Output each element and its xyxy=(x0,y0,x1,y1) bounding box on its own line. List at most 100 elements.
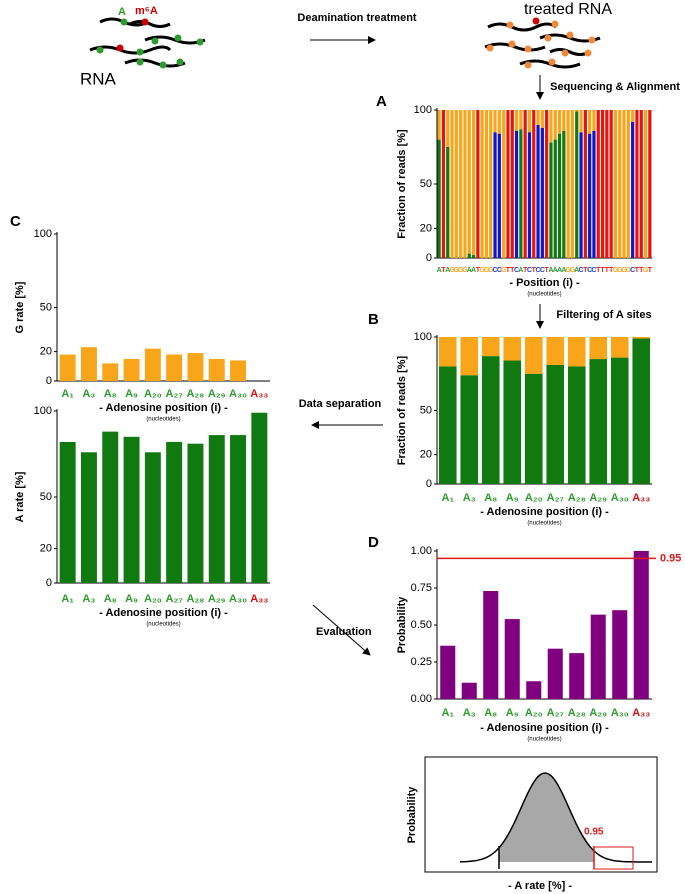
bar-segment xyxy=(489,110,493,258)
x-tick-label: A₂₈ xyxy=(568,707,586,719)
x-tick-label: A₂₀ xyxy=(525,707,543,719)
x-tick-label: G xyxy=(454,267,460,274)
x-tick-label: A₈ xyxy=(104,388,117,400)
x-tick-label: G xyxy=(621,267,627,274)
bar-segment xyxy=(570,110,575,258)
density-threshold-label: 0.95 xyxy=(584,827,604,838)
x-tick-label: A xyxy=(518,267,523,274)
x-tick-label: G xyxy=(617,267,623,274)
bar-segment xyxy=(622,110,626,258)
bar-segment xyxy=(503,337,522,361)
x-axis-note: (nucleotides) xyxy=(527,521,561,527)
bar-segment xyxy=(536,110,540,125)
x-tick-label: A₈ xyxy=(484,707,497,719)
x-tick-label: C xyxy=(630,267,635,274)
y-tick-label: 0 xyxy=(426,478,432,490)
bar-segment xyxy=(605,110,609,258)
x-tick-label: A₂₇ xyxy=(166,388,183,400)
x-tick-label: G xyxy=(488,267,494,274)
bar-segment xyxy=(562,130,566,258)
rna-strands xyxy=(89,17,206,68)
bar-segment xyxy=(437,110,441,140)
y-tick-label: 50 xyxy=(40,491,52,503)
bar-segment xyxy=(460,337,479,376)
bar-segment xyxy=(481,356,500,484)
bar xyxy=(144,348,161,381)
bar-segment xyxy=(618,110,622,258)
bar-segment xyxy=(480,110,484,258)
x-tick-label: A xyxy=(445,267,450,274)
x-tick-label: A₉ xyxy=(506,492,519,504)
x-axis-note: (nucleotides) xyxy=(527,737,561,743)
bar-segment xyxy=(519,110,523,130)
bar xyxy=(633,551,649,699)
x-axis-label: - Position (i) - xyxy=(509,277,580,289)
bar-segment xyxy=(557,133,562,258)
bar-segment xyxy=(562,110,566,131)
x-tick-label: C xyxy=(493,267,498,274)
arrow xyxy=(312,604,371,656)
bar xyxy=(461,682,477,699)
bar-segment xyxy=(438,337,457,367)
x-tick-label: T xyxy=(639,267,644,274)
bar-segment xyxy=(553,139,557,258)
bar xyxy=(526,681,542,699)
x-tick-label: G xyxy=(501,267,507,274)
x-tick-label: A₂₀ xyxy=(144,593,162,605)
bar-segment xyxy=(575,110,579,112)
x-tick-label: A₃₀ xyxy=(611,492,629,504)
bar-segment xyxy=(567,337,586,367)
bar-segment xyxy=(546,337,565,365)
x-tick-label: T xyxy=(476,267,481,274)
x-tick-label: A xyxy=(561,267,566,274)
bar-segment xyxy=(553,110,557,140)
x-tick-label: A₈ xyxy=(104,593,117,605)
x-tick-label: A₃₀ xyxy=(611,707,629,719)
x-tick-label: C xyxy=(579,267,584,274)
bar-segment xyxy=(549,142,553,258)
x-tick-label: A₂₈ xyxy=(186,593,204,605)
x-axis-label: - Adenosine position (i) - xyxy=(480,722,609,734)
y-tick-label: 1.00 xyxy=(411,545,432,557)
sequencing-label: Sequencing & Alignment xyxy=(550,81,680,93)
bar-segment xyxy=(527,110,532,133)
bar-segment xyxy=(467,253,471,258)
bar-segment xyxy=(579,110,583,133)
x-tick-label: A₂₇ xyxy=(547,492,564,504)
bar xyxy=(187,443,204,583)
x-tick-label: C xyxy=(536,267,541,274)
x-tick-label: C xyxy=(587,267,592,274)
bar xyxy=(144,452,161,583)
x-tick-label: A xyxy=(467,267,472,274)
y-tick-label: 0 xyxy=(426,252,432,264)
density-y-label: Probability xyxy=(406,786,418,844)
x-tick-label: T xyxy=(648,267,653,274)
bar-segment xyxy=(437,139,441,258)
bar-segment xyxy=(589,337,608,360)
bar-segment xyxy=(476,110,480,258)
rna-label: RNA xyxy=(80,69,117,88)
bar-segment xyxy=(588,133,592,258)
bar xyxy=(230,435,247,583)
x-tick-label: A₃₃ xyxy=(250,388,268,400)
bar-segment xyxy=(613,110,618,258)
x-tick-label: A₂₈ xyxy=(568,492,586,504)
bar xyxy=(80,347,97,381)
bar xyxy=(440,645,456,699)
bar-segment xyxy=(631,121,635,258)
bar-segment xyxy=(532,110,536,258)
y-tick-label: 0.25 xyxy=(411,656,432,668)
bar-segment xyxy=(610,337,629,358)
x-tick-label: A₃ xyxy=(82,593,95,605)
x-axis-note: (nucleotides) xyxy=(527,292,561,298)
panel-letter: B xyxy=(368,311,379,328)
x-tick-label: A xyxy=(574,267,579,274)
bar-segment xyxy=(446,110,450,147)
y-tick-label: 50 xyxy=(40,301,52,313)
y-tick-label: 100 xyxy=(34,405,52,417)
x-tick-label: A xyxy=(548,267,553,274)
x-axis-note: (nucleotides) xyxy=(146,622,180,628)
x-tick-label: A₉ xyxy=(125,593,138,605)
y-tick-label: 20 xyxy=(420,222,432,234)
